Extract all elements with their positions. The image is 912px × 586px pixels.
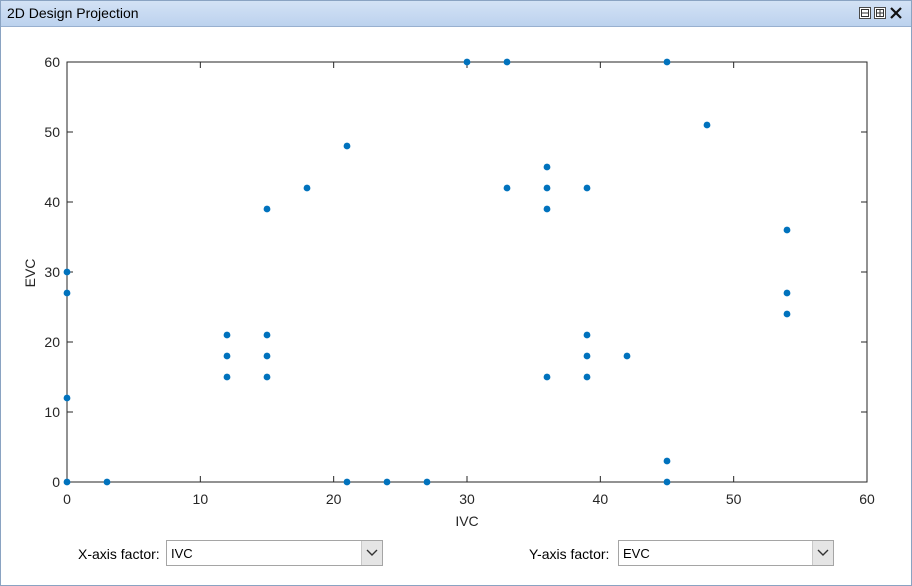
y-tick-label: 60	[44, 54, 60, 70]
x-tick-label: 20	[326, 491, 342, 507]
data-point[interactable]	[663, 457, 671, 465]
x-tick-label: 30	[459, 491, 475, 507]
data-point[interactable]	[783, 226, 791, 234]
data-point[interactable]	[783, 310, 791, 318]
window-title: 2D Design Projection	[7, 5, 139, 21]
chevron-down-icon[interactable]	[812, 541, 833, 565]
axes	[66, 61, 868, 483]
plot-box	[66, 61, 868, 483]
data-point[interactable]	[583, 331, 591, 339]
y-axis-factor-select[interactable]: EVC	[618, 540, 834, 566]
x-axis-factor-select[interactable]: IVC	[166, 540, 383, 566]
data-point[interactable]	[223, 373, 231, 381]
x-axis-factor-label: X-axis factor:	[78, 546, 160, 562]
close-icon[interactable]	[889, 6, 903, 20]
y-axis-label: EVC	[22, 259, 38, 288]
data-point[interactable]	[103, 478, 111, 486]
data-point[interactable]	[63, 394, 71, 402]
data-point[interactable]	[703, 121, 711, 129]
y-tick-label: 10	[44, 404, 60, 420]
data-point[interactable]	[663, 58, 671, 66]
data-point[interactable]	[343, 478, 351, 486]
x-tick-label: 10	[193, 491, 209, 507]
data-point[interactable]	[463, 58, 471, 66]
y-tick-label: 50	[44, 124, 60, 140]
x-axis-factor-value: IVC	[171, 546, 193, 561]
data-point[interactable]	[783, 289, 791, 297]
data-point[interactable]	[223, 331, 231, 339]
data-point[interactable]	[223, 352, 231, 360]
x-axis-label: IVC	[455, 513, 478, 529]
data-point[interactable]	[503, 58, 511, 66]
dock-icon[interactable]	[874, 7, 886, 19]
data-point[interactable]	[583, 373, 591, 381]
y-tick-label: 30	[44, 264, 60, 280]
data-point[interactable]	[583, 352, 591, 360]
data-point[interactable]	[503, 184, 511, 192]
data-point[interactable]	[543, 184, 551, 192]
data-point[interactable]	[263, 205, 271, 213]
x-tick-label: 60	[859, 491, 875, 507]
ticks: 0 10 20 30 40 50 60 0 10 20 30 40 50 60	[44, 54, 875, 507]
y-tick-label: 0	[52, 474, 60, 490]
undock-icon[interactable]	[859, 7, 871, 19]
data-point[interactable]	[63, 289, 71, 297]
data-point[interactable]	[543, 163, 551, 171]
data-point[interactable]	[263, 373, 271, 381]
data-point[interactable]	[63, 478, 71, 486]
data-point[interactable]	[263, 352, 271, 360]
data-point[interactable]	[423, 478, 431, 486]
chevron-down-icon[interactable]	[361, 541, 382, 565]
data-point[interactable]	[543, 205, 551, 213]
data-points	[63, 58, 791, 486]
y-tick-label: 20	[44, 334, 60, 350]
data-point[interactable]	[543, 373, 551, 381]
y-axis-factor-label: Y-axis factor:	[529, 546, 610, 562]
data-point[interactable]	[343, 142, 351, 150]
data-point[interactable]	[263, 331, 271, 339]
x-tick-label: 50	[726, 491, 742, 507]
data-point[interactable]	[383, 478, 391, 486]
scatter-chart: 0 10 20 30 40 50 60 0 10 20 30 40 50 60 IVC EVC	[22, 54, 875, 529]
y-axis-factor-value: EVC	[623, 546, 650, 561]
x-tick-label: 0	[63, 491, 71, 507]
data-point[interactable]	[623, 352, 631, 360]
x-tick-label: 40	[593, 491, 609, 507]
y-tick-label: 40	[44, 194, 60, 210]
plot-area: 0 10 20 30 40 50 60 0 10 20 30 40 50 60 IVC EVC	[1, 27, 911, 537]
data-point[interactable]	[63, 268, 71, 276]
title-bar[interactable]: 2D Design Projection	[1, 1, 911, 27]
data-point[interactable]	[583, 184, 591, 192]
window-controls	[859, 7, 903, 21]
data-point[interactable]	[663, 478, 671, 486]
data-point[interactable]	[303, 184, 311, 192]
factor-controls: X-axis factor: IVC Y-axis factor: EVC	[1, 537, 911, 577]
